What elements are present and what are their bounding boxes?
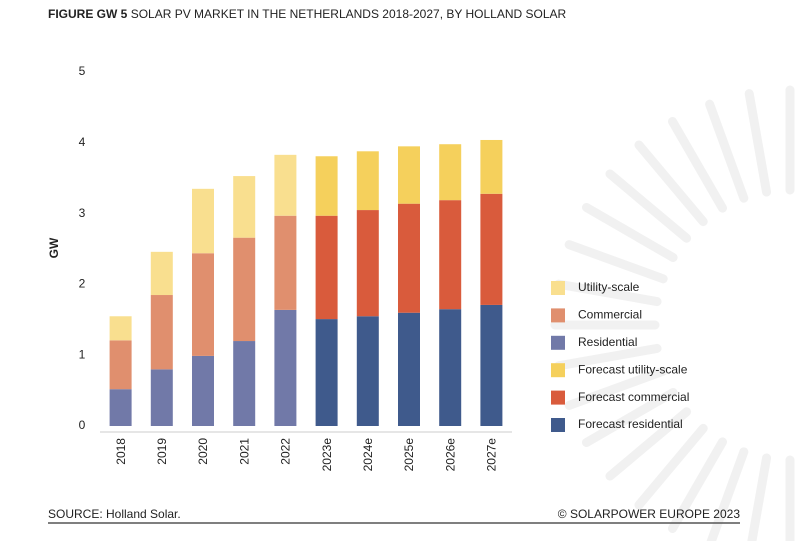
bar-segment: [398, 203, 420, 313]
legend-label: Utility-scale: [578, 280, 640, 294]
x-tick-label: 2025e: [402, 438, 416, 472]
x-tick-label: 2019: [155, 438, 169, 465]
bar-segment: [439, 309, 462, 426]
ray: [564, 366, 668, 410]
y-axis-label: GW: [47, 237, 61, 258]
bar-segment: [439, 144, 462, 201]
legend-label: Forecast commercial: [578, 390, 689, 404]
ray: [634, 423, 708, 510]
bar-segment: [315, 156, 338, 216]
ray: [668, 116, 727, 213]
x-tick-label: 2021: [237, 438, 251, 465]
bar-segment: [315, 319, 338, 426]
bar-segment: [150, 251, 173, 296]
title: FIGURE GW 5 SOLAR PV MARKET IN THE NETHE…: [48, 7, 567, 21]
chart-title: SOLAR PV MARKET IN THE NETHERLANDS 2018-…: [131, 7, 567, 21]
ray: [554, 343, 662, 371]
ray: [564, 240, 668, 284]
x-tick-label: 2023e: [320, 438, 334, 472]
ray: [605, 169, 692, 243]
y-tick-label: 0: [79, 418, 86, 432]
bar-segment: [398, 312, 420, 426]
bar-segment: [192, 253, 214, 356]
x-tick-label: 2027e: [485, 438, 499, 472]
x-tick-label: 2020: [196, 438, 210, 465]
legend-label: Commercial: [578, 308, 642, 322]
bar-segment: [150, 295, 173, 370]
ray: [581, 203, 678, 262]
legend-swatch: [551, 335, 565, 350]
x-tick-label: 2024e: [361, 438, 375, 472]
legend-swatch: [551, 363, 565, 378]
y-tick-label: 5: [79, 64, 86, 78]
legend-swatch: [551, 418, 565, 432]
copyright: © SOLARPOWER EUROPE 2023: [558, 507, 741, 521]
bar-segment: [356, 151, 379, 211]
bar-segment: [150, 369, 173, 426]
bar-segment: [356, 210, 379, 317]
bar-segment: [480, 193, 503, 305]
y-tick-label: 4: [79, 135, 86, 149]
ray: [634, 140, 708, 227]
bar-segment: [439, 200, 462, 310]
x-tick-label: 2022: [279, 438, 293, 465]
bar-segment: [274, 215, 297, 310]
x-tick-label: 2026e: [443, 438, 457, 472]
ray: [706, 447, 749, 541]
y-tick-label: 2: [79, 277, 86, 291]
legend-label: Residential: [578, 335, 637, 349]
sunburst-decoration: [550, 85, 795, 541]
legend-label: Forecast utility-scale: [578, 362, 688, 376]
legend-swatch: [551, 308, 565, 323]
legend-swatch: [551, 390, 565, 405]
bar-segment: [356, 316, 379, 426]
figure-label: FIGURE GW 5: [48, 7, 128, 21]
ray: [554, 279, 662, 307]
bar-segment: [480, 304, 503, 426]
ray: [605, 407, 692, 481]
legend-swatch: [551, 281, 565, 295]
ray: [744, 89, 772, 197]
legend-label: Forecast residential: [578, 417, 683, 431]
ray: [581, 388, 678, 447]
bar-segment: [274, 309, 297, 426]
y-tick-label: 3: [79, 206, 86, 220]
bar-segment: [233, 341, 256, 426]
bar-segment: [109, 389, 132, 426]
source: SOURCE: Holland Solar.: [48, 507, 181, 521]
bar-segment: [109, 340, 132, 390]
bar-segment: [398, 146, 420, 204]
ray: [705, 99, 749, 203]
bar-segment: [109, 316, 132, 341]
bar-segment: [192, 188, 214, 254]
bar-segment: [233, 176, 256, 238]
y-tick-label: 1: [79, 347, 86, 361]
bar-segment: [233, 237, 256, 342]
ray: [747, 453, 772, 541]
ray: [668, 437, 727, 534]
x-tick-label: 2018: [114, 438, 128, 465]
bar-segment: [315, 215, 338, 320]
bar-segment: [480, 139, 503, 194]
bar-segment: [192, 355, 214, 426]
bar-segment: [274, 154, 297, 216]
